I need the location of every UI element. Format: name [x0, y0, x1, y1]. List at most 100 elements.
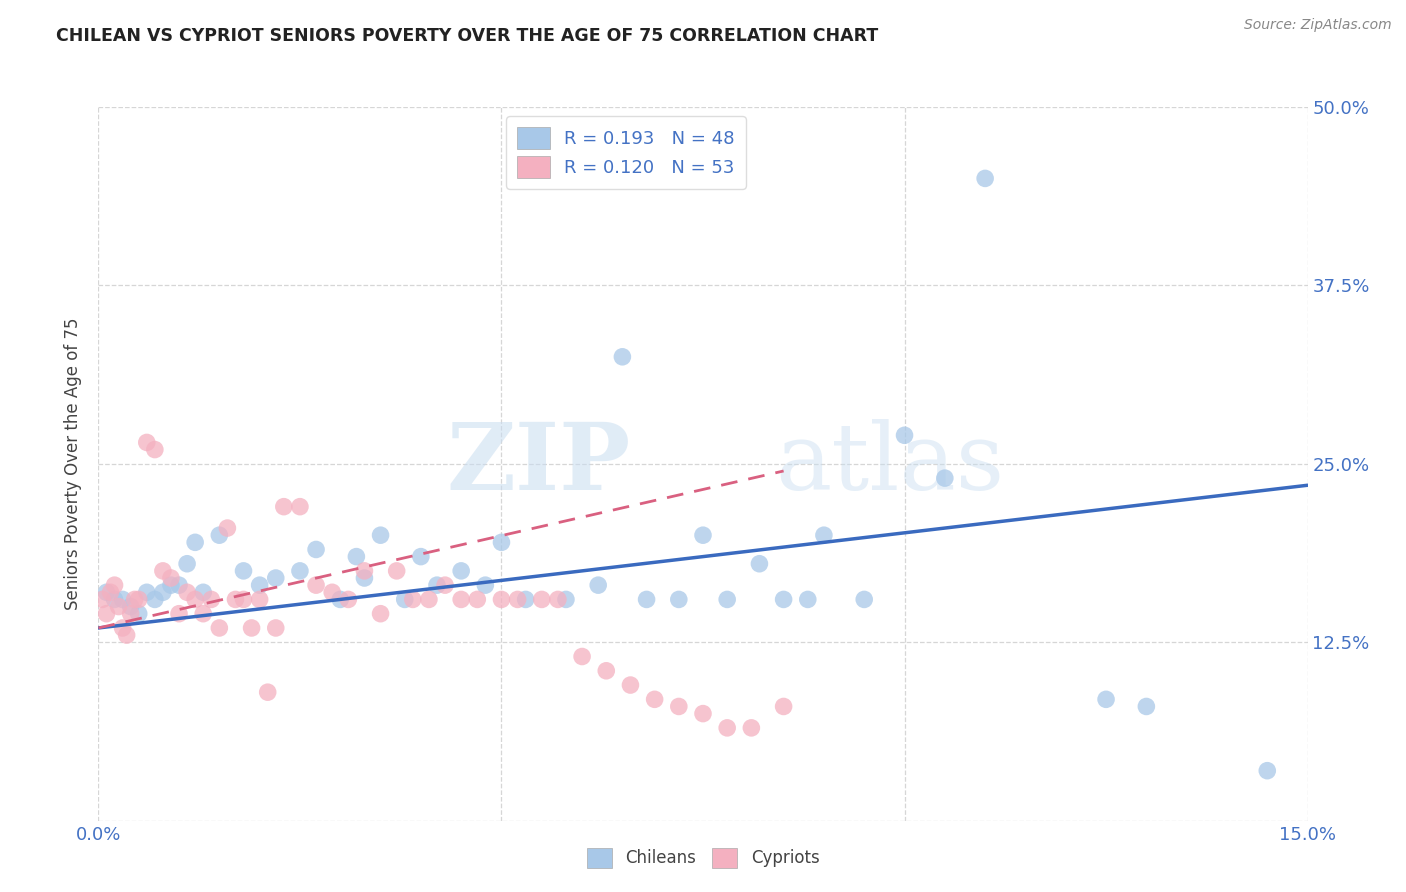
Point: [321, 585, 343, 599]
Point: [491, 535, 513, 549]
Point: [184, 592, 207, 607]
Point: [224, 592, 246, 607]
Point: [1095, 692, 1118, 706]
Point: [288, 500, 311, 514]
Point: [167, 607, 190, 621]
Point: [96, 607, 118, 621]
Legend: Chileans, Cypriots: Chileans, Cypriots: [579, 841, 827, 875]
Text: ZIP: ZIP: [446, 419, 630, 508]
Point: [353, 571, 375, 585]
Point: [934, 471, 956, 485]
Point: [256, 685, 278, 699]
Point: [1135, 699, 1157, 714]
Point: [128, 607, 150, 621]
Point: [264, 571, 287, 585]
Point: [135, 585, 157, 599]
Y-axis label: Seniors Poverty Over the Age of 75: Seniors Poverty Over the Age of 75: [65, 318, 83, 610]
Point: [200, 592, 222, 607]
Point: [426, 578, 449, 592]
Point: [644, 692, 666, 706]
Point: [111, 621, 134, 635]
Point: [124, 592, 146, 607]
Point: [143, 442, 166, 457]
Point: [344, 549, 367, 564]
Point: [184, 535, 207, 549]
Point: [115, 628, 138, 642]
Text: atlas: atlas: [776, 419, 1005, 508]
Point: [506, 592, 529, 607]
Point: [176, 585, 198, 599]
Point: [612, 350, 634, 364]
Point: [450, 564, 472, 578]
Point: [103, 578, 125, 592]
Point: [515, 592, 537, 607]
Point: [273, 500, 295, 514]
Point: [193, 607, 215, 621]
Point: [418, 592, 440, 607]
Text: Source: ZipAtlas.com: Source: ZipAtlas.com: [1244, 18, 1392, 32]
Point: [434, 578, 457, 592]
Point: [555, 592, 578, 607]
Point: [217, 521, 239, 535]
Point: [571, 649, 593, 664]
Point: [288, 564, 311, 578]
Point: [748, 557, 770, 571]
Point: [385, 564, 408, 578]
Point: [305, 542, 328, 557]
Point: [491, 592, 513, 607]
Point: [135, 435, 157, 450]
Point: [111, 592, 134, 607]
Point: [409, 549, 432, 564]
Point: [176, 557, 198, 571]
Point: [530, 592, 553, 607]
Point: [103, 592, 125, 607]
Point: [208, 528, 231, 542]
Point: [797, 592, 820, 607]
Point: [1256, 764, 1278, 778]
Legend: R = 0.193   N = 48, R = 0.120   N = 53: R = 0.193 N = 48, R = 0.120 N = 53: [506, 116, 745, 189]
Point: [337, 592, 360, 607]
Point: [465, 592, 488, 607]
Point: [636, 592, 658, 607]
Point: [370, 528, 392, 542]
Point: [107, 599, 129, 614]
Point: [232, 564, 254, 578]
Point: [100, 585, 122, 599]
Point: [668, 699, 690, 714]
Point: [96, 585, 118, 599]
Point: [716, 592, 738, 607]
Point: [740, 721, 762, 735]
Point: [240, 621, 263, 635]
Point: [692, 706, 714, 721]
Point: [152, 564, 174, 578]
Point: [353, 564, 375, 578]
Point: [772, 592, 794, 607]
Point: [974, 171, 997, 186]
Point: [586, 578, 609, 592]
Point: [370, 607, 392, 621]
Text: CHILEAN VS CYPRIOT SENIORS POVERTY OVER THE AGE OF 75 CORRELATION CHART: CHILEAN VS CYPRIOT SENIORS POVERTY OVER …: [56, 27, 879, 45]
Point: [474, 578, 496, 592]
Point: [193, 585, 215, 599]
Point: [152, 585, 174, 599]
Point: [160, 571, 183, 585]
Point: [329, 592, 352, 607]
Point: [305, 578, 328, 592]
Point: [813, 528, 835, 542]
Point: [160, 578, 183, 592]
Point: [668, 592, 690, 607]
Point: [249, 592, 271, 607]
Point: [143, 592, 166, 607]
Point: [716, 721, 738, 735]
Point: [619, 678, 641, 692]
Point: [167, 578, 190, 592]
Point: [853, 592, 876, 607]
Point: [120, 607, 142, 621]
Point: [772, 699, 794, 714]
Point: [91, 592, 114, 607]
Point: [128, 592, 150, 607]
Point: [249, 578, 271, 592]
Point: [394, 592, 416, 607]
Point: [264, 621, 287, 635]
Point: [402, 592, 425, 607]
